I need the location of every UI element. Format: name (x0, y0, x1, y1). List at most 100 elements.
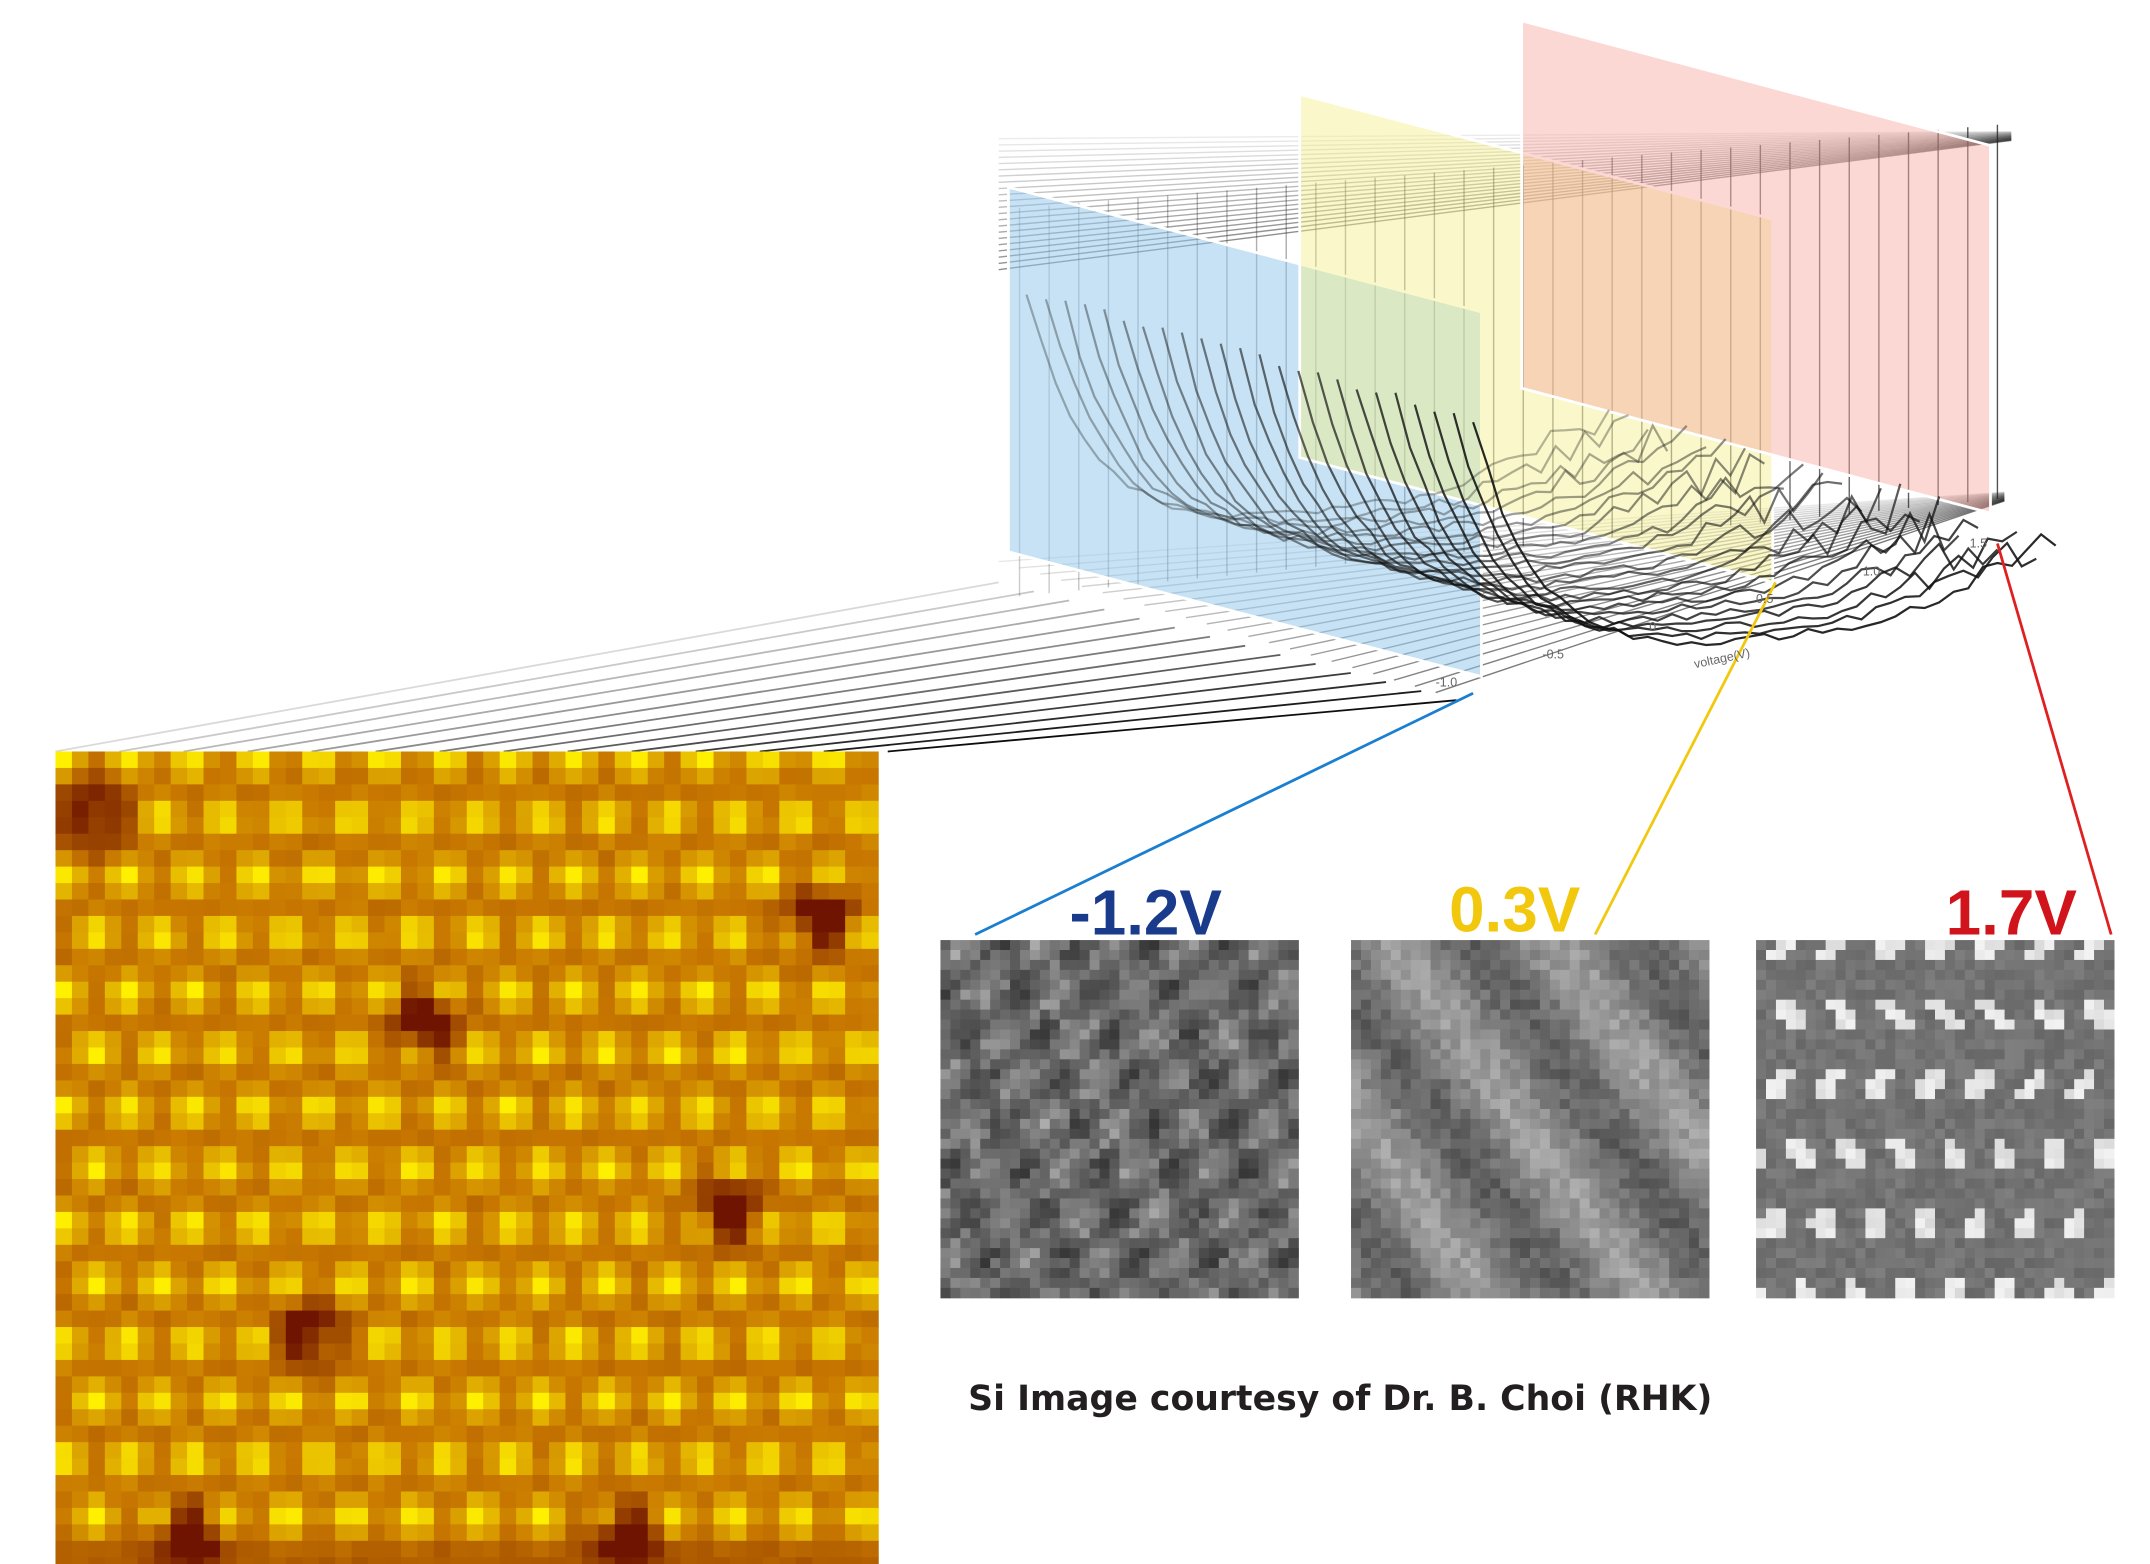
pixel (252, 1540, 271, 1558)
pixel (1440, 989, 1451, 1001)
pixel (1380, 1059, 1392, 1070)
pixel (1400, 1188, 1412, 1199)
pixel (828, 1195, 846, 1213)
pixel (1529, 1228, 1541, 1239)
pixel (1228, 1089, 1240, 1100)
pixel (565, 883, 583, 901)
pixel (1351, 1059, 1362, 1070)
pixel (1480, 1148, 1491, 1160)
pixel (940, 1079, 951, 1090)
pixel (1370, 1168, 1382, 1180)
pixel (1278, 1178, 1289, 1190)
pixel (812, 1557, 830, 1564)
pixel (1268, 1218, 1279, 1229)
pixel (236, 981, 254, 999)
pixel (384, 1096, 402, 1114)
pixel (318, 784, 336, 802)
pixel (861, 1080, 879, 1098)
pixel (1179, 1158, 1190, 1170)
pixel (1218, 1128, 1230, 1140)
pixel (861, 767, 879, 786)
pixel (990, 1218, 1001, 1229)
pixel (1089, 989, 1101, 1001)
pixel (335, 1014, 353, 1032)
frame-line (998, 135, 2012, 208)
pixel (170, 817, 188, 835)
pixel (1500, 1019, 1511, 1031)
pixel (121, 1392, 139, 1410)
pixel (1228, 1158, 1240, 1170)
pixel (1460, 1118, 1471, 1130)
pixel (990, 940, 1001, 951)
pixel (1390, 1208, 1402, 1219)
pixel (1109, 1168, 1120, 1180)
pixel (302, 1359, 320, 1378)
pixel (1380, 1178, 1392, 1190)
pixel (565, 1162, 583, 1180)
pixel (581, 1310, 600, 1328)
pixel (1288, 1248, 1299, 1259)
pixel (1258, 1228, 1270, 1239)
pixel (88, 932, 106, 950)
pixel (812, 981, 830, 999)
pixel (1000, 1248, 1011, 1259)
pixel (433, 1244, 452, 1262)
pixel (1238, 950, 1250, 961)
pixel (680, 1179, 698, 1197)
spectrum-curve (1238, 347, 1824, 578)
pixel (1460, 1019, 1471, 1031)
pixel (121, 800, 139, 818)
pixel (631, 1211, 649, 1230)
pixel (1420, 1138, 1432, 1150)
pixel (1109, 1218, 1120, 1229)
pixel (1539, 1118, 1551, 1130)
pixel (1698, 1108, 1710, 1120)
pixel (1218, 940, 1230, 951)
pixel (417, 1047, 435, 1065)
pixel (565, 866, 583, 884)
pixel (450, 1475, 468, 1493)
pixel (154, 833, 172, 851)
pixel (532, 1294, 550, 1312)
pixel (1599, 1218, 1611, 1229)
pixel (1089, 940, 1101, 951)
pixel (1149, 1118, 1160, 1130)
pixel (1559, 1069, 1571, 1080)
pixel (71, 1458, 90, 1476)
pixel (1019, 979, 1031, 991)
pixel (598, 1080, 616, 1098)
pixel (1129, 1258, 1140, 1269)
pixel (1629, 1049, 1640, 1060)
pixel (861, 751, 879, 769)
pixel (1420, 950, 1432, 961)
pixel (1510, 979, 1521, 991)
pixel (219, 899, 238, 917)
pixel (400, 1392, 419, 1410)
pixel (1400, 1079, 1412, 1090)
pixel (1589, 1138, 1601, 1150)
pixel (1559, 959, 1571, 971)
frame-line (998, 134, 2012, 196)
pixel (170, 1310, 188, 1328)
pixel (762, 883, 781, 901)
pixel (812, 1310, 830, 1328)
pixel (1579, 1218, 1591, 1229)
pixel (980, 1277, 991, 1289)
pixel (1179, 1188, 1190, 1199)
pixel (1129, 1079, 1140, 1090)
pixel (1679, 1138, 1690, 1150)
pixel (1228, 1039, 1240, 1050)
pixel (1529, 1089, 1541, 1100)
pixel (1248, 969, 1260, 981)
pixel (1430, 1118, 1442, 1130)
pixel (335, 1343, 353, 1361)
pixel (516, 767, 534, 786)
pixel (1169, 1049, 1180, 1060)
pixel (1099, 1158, 1111, 1170)
pixel (1698, 969, 1710, 981)
pixel (1360, 1208, 1372, 1219)
pixel (795, 1162, 813, 1180)
pixel (170, 981, 188, 999)
pixel (1109, 1108, 1120, 1120)
pixel (318, 833, 336, 851)
